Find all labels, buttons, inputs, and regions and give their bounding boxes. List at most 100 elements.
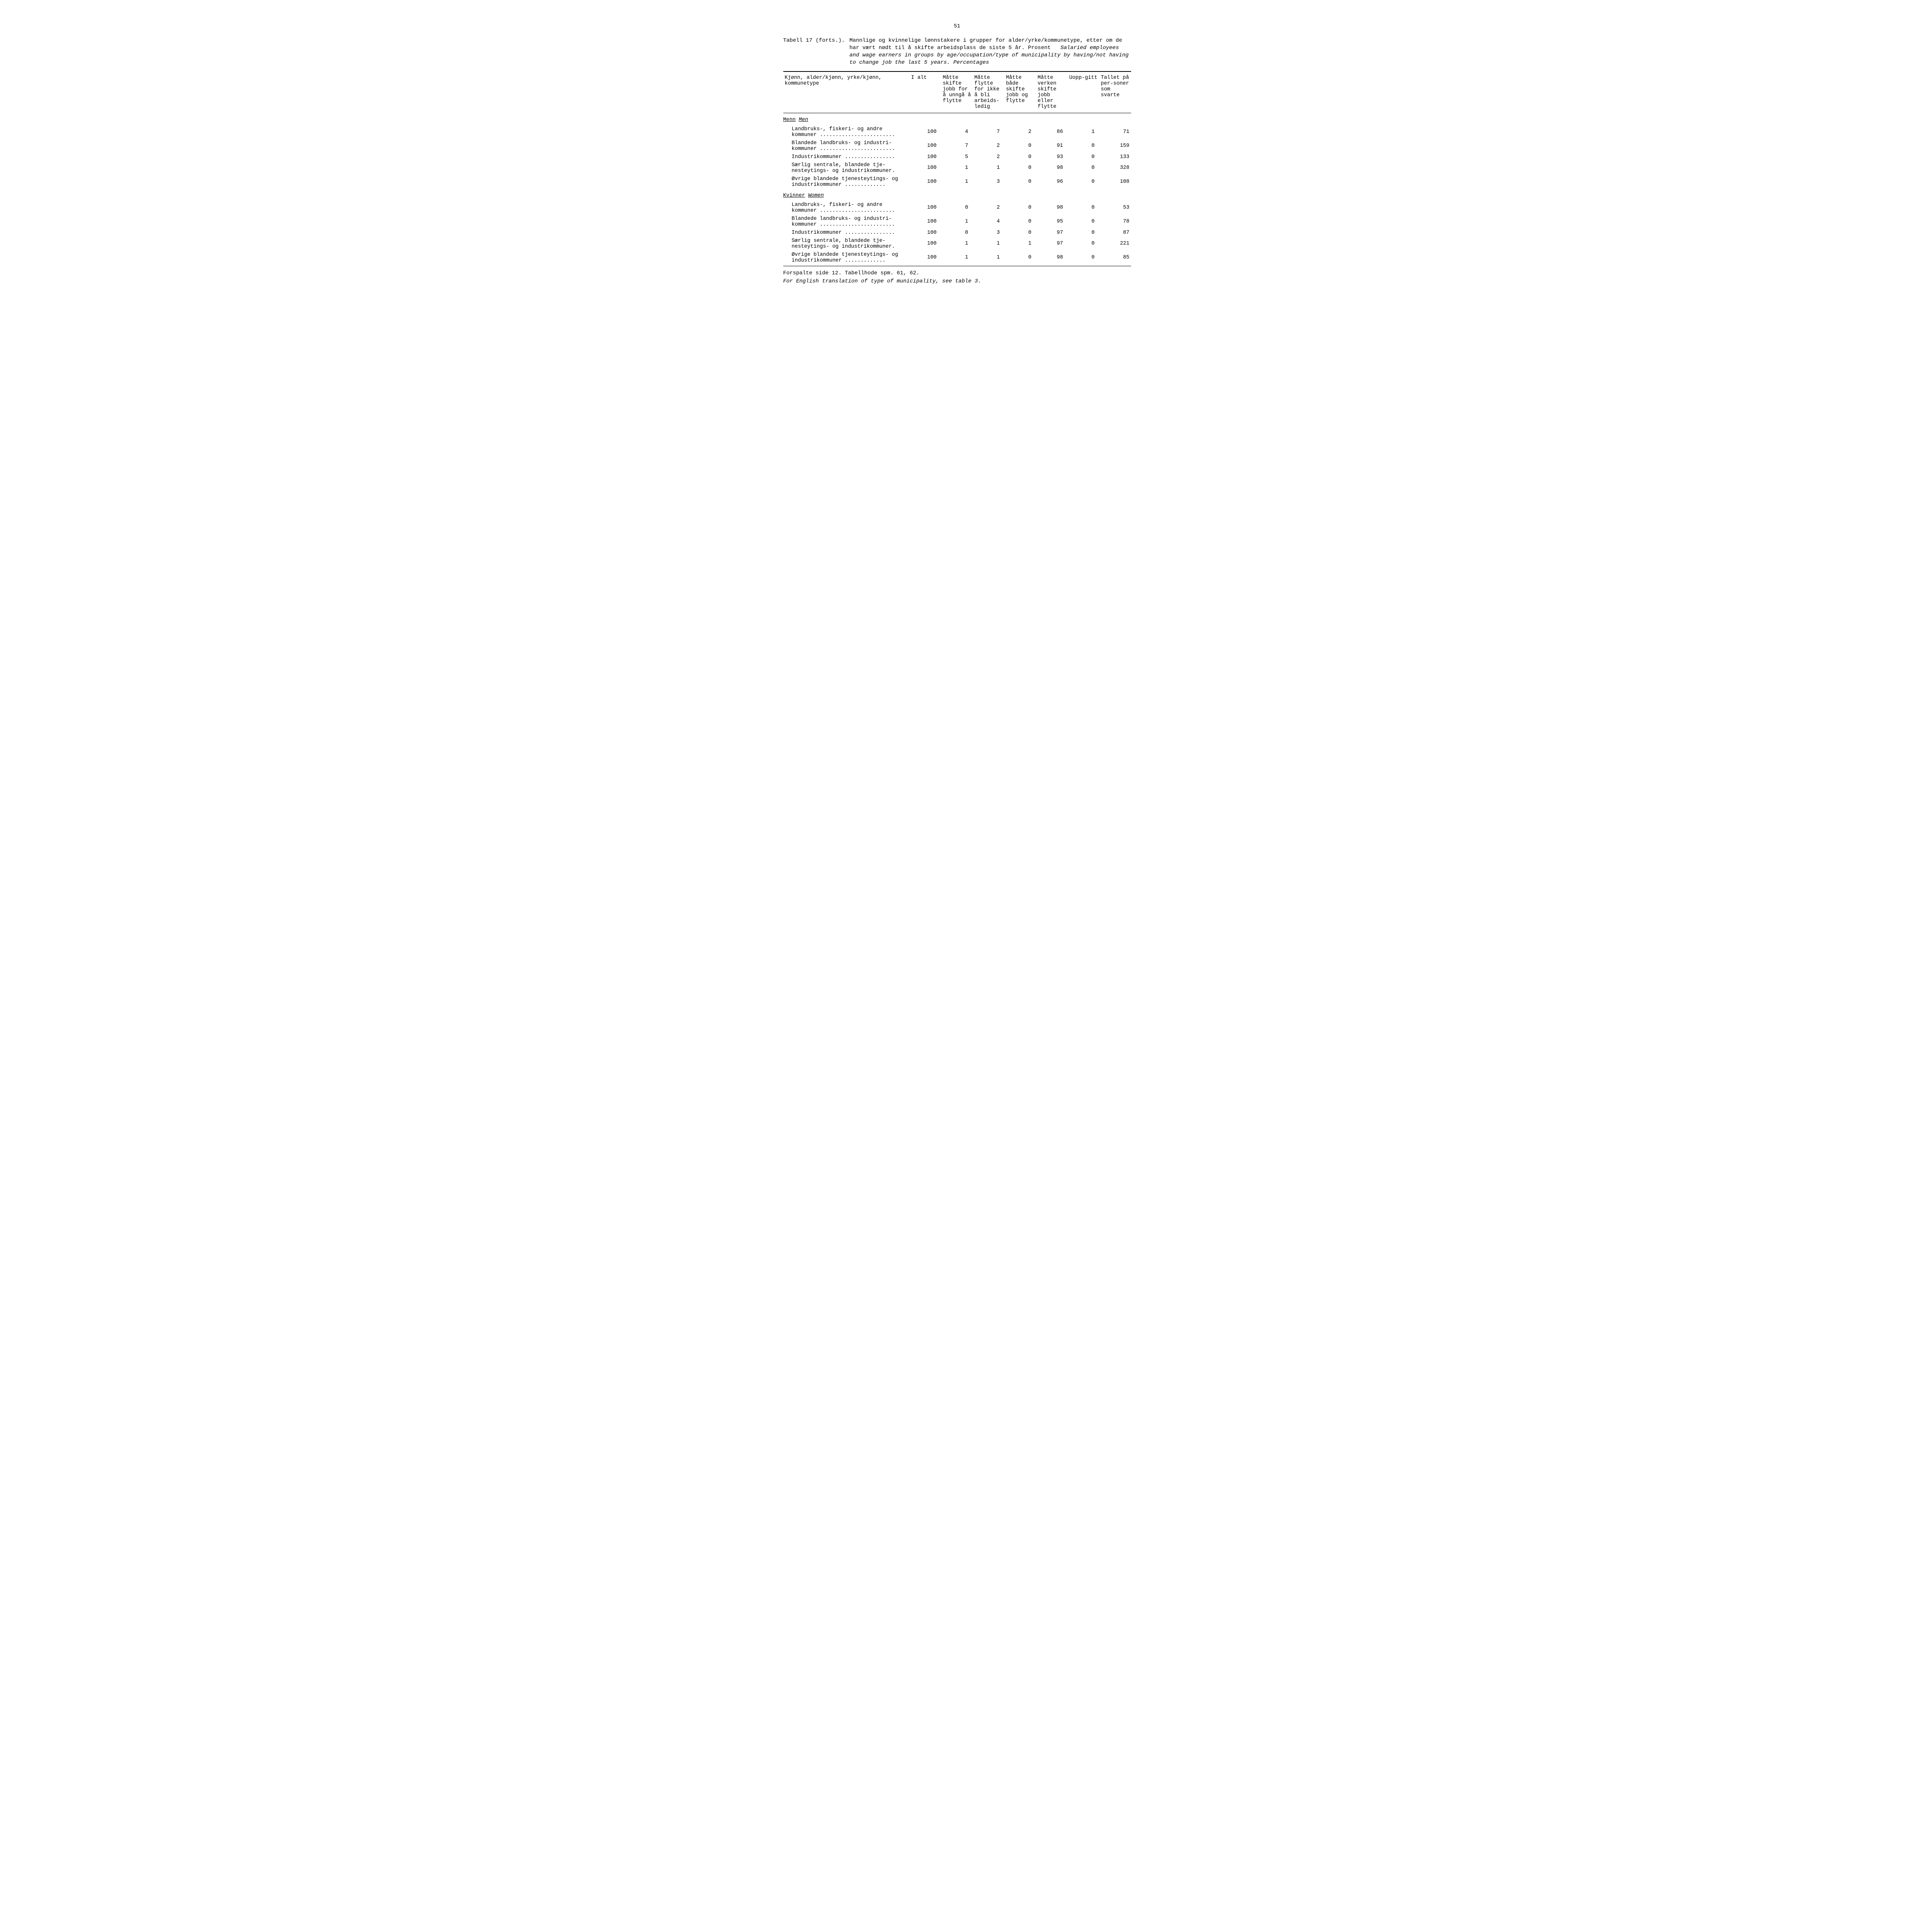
cell: 98 xyxy=(1036,251,1068,266)
table-row: Blandede landbruks- og industri-kommuner… xyxy=(783,215,1131,229)
row-label: Landbruks-, fiskeri- og andre kommuner .… xyxy=(783,201,910,215)
caption-label: Tabell 17 (forts.). xyxy=(783,37,850,66)
cell: 53 xyxy=(1099,201,1131,215)
cell: 2 xyxy=(973,201,1004,215)
cell: 85 xyxy=(1099,251,1131,266)
row-label: Industrikommuner ................ xyxy=(783,229,910,237)
cell: 100 xyxy=(910,237,941,251)
cell: 98 xyxy=(1036,161,1068,175)
cell: 0 xyxy=(1004,139,1036,153)
cell: 0 xyxy=(941,201,973,215)
cell: 100 xyxy=(910,175,941,189)
col-header: Måtte skifte jobb for å unngå å flytte xyxy=(941,71,973,113)
col-header: Uopp-gitt xyxy=(1068,71,1099,113)
col-header: Måtte verken skifte jobb eller flytte xyxy=(1036,71,1068,113)
cell: 7 xyxy=(973,125,1004,139)
cell: 4 xyxy=(941,125,973,139)
table-row: Blandede landbruks- og industri-kommuner… xyxy=(783,139,1131,153)
row-label: Landbruks-, fiskeri- og andre kommuner .… xyxy=(783,125,910,139)
cell: 0 xyxy=(1068,161,1099,175)
cell: 78 xyxy=(1099,215,1131,229)
cell: 0 xyxy=(1004,215,1036,229)
section-name-en: Women xyxy=(808,193,824,199)
cell: 159 xyxy=(1099,139,1131,153)
row-label: Øvrige blandede tjenesteytings- og indus… xyxy=(783,175,910,189)
cell: 133 xyxy=(1099,153,1131,161)
page-number: 51 xyxy=(783,23,1131,29)
cell: 2 xyxy=(973,139,1004,153)
cell: 0 xyxy=(1004,175,1036,189)
col-header: Måtte både skifte jobb og flytte xyxy=(1004,71,1036,113)
footnotes: Forspalte side 12. Tabellhode spm. 61, 6… xyxy=(783,269,1131,286)
cell: 1 xyxy=(941,161,973,175)
table-row: Øvrige blandede tjenesteytings- og indus… xyxy=(783,175,1131,189)
cell: 0 xyxy=(1004,161,1036,175)
table-row: Særlig sentrale, blandede tje-nesteyting… xyxy=(783,161,1131,175)
col-header: I alt xyxy=(910,71,941,113)
cell: 98 xyxy=(1036,201,1068,215)
cell: 2 xyxy=(1004,125,1036,139)
cell: 100 xyxy=(910,229,941,237)
cell: 0 xyxy=(1068,215,1099,229)
cell: 100 xyxy=(910,201,941,215)
cell: 0 xyxy=(1068,153,1099,161)
cell: 1 xyxy=(941,237,973,251)
col-header: Måtte flytte for ikke å bli arbeids-ledi… xyxy=(973,71,1004,113)
footnote-line: For English translation of type of munic… xyxy=(783,277,1131,286)
cell: 100 xyxy=(910,125,941,139)
cell: 0 xyxy=(1068,201,1099,215)
cell: 0 xyxy=(941,229,973,237)
cell: 108 xyxy=(1099,175,1131,189)
cell: 97 xyxy=(1036,229,1068,237)
cell: 1 xyxy=(1004,237,1036,251)
cell: 96 xyxy=(1036,175,1068,189)
cell: 1 xyxy=(1068,125,1099,139)
row-label: Særlig sentrale, blandede tje-nesteyting… xyxy=(783,237,910,251)
cell: 97 xyxy=(1036,237,1068,251)
cell: 0 xyxy=(1068,251,1099,266)
table-header-row: Kjønn, alder/kjønn, yrke/kjønn, kommunet… xyxy=(783,71,1131,113)
table-row: Særlig sentrale, blandede tje-nesteyting… xyxy=(783,237,1131,251)
col-header: Tallet på per-soner som svarte xyxy=(1099,71,1131,113)
cell: 100 xyxy=(910,251,941,266)
cell: 1 xyxy=(973,237,1004,251)
cell: 100 xyxy=(910,139,941,153)
cell: 87 xyxy=(1099,229,1131,237)
cell: 0 xyxy=(1004,153,1036,161)
table-row: Industrikommuner ................1005209… xyxy=(783,153,1131,161)
cell: 86 xyxy=(1036,125,1068,139)
table-row: Industrikommuner ................1000309… xyxy=(783,229,1131,237)
cell: 7 xyxy=(941,139,973,153)
data-table: Kjønn, alder/kjønn, yrke/kjønn, kommunet… xyxy=(783,71,1131,266)
cell: 1 xyxy=(973,161,1004,175)
cell: 93 xyxy=(1036,153,1068,161)
cell: 0 xyxy=(1004,229,1036,237)
table-row: Landbruks-, fiskeri- og andre kommuner .… xyxy=(783,201,1131,215)
cell: 1 xyxy=(941,251,973,266)
table-caption: Tabell 17 (forts.). Mannlige og kvinneli… xyxy=(783,37,1131,66)
row-label: Særlig sentrale, blandede tje-nesteyting… xyxy=(783,161,910,175)
section-row: Kvinner Women xyxy=(783,189,1131,201)
cell: 3 xyxy=(973,229,1004,237)
row-label: Industrikommuner ................ xyxy=(783,153,910,161)
table-row: Øvrige blandede tjenesteytings- og indus… xyxy=(783,251,1131,266)
table-row: Landbruks-, fiskeri- og andre kommuner .… xyxy=(783,125,1131,139)
cell: 0 xyxy=(1068,237,1099,251)
cell: 95 xyxy=(1036,215,1068,229)
cell: 0 xyxy=(1068,139,1099,153)
cell: 100 xyxy=(910,153,941,161)
cell: 328 xyxy=(1099,161,1131,175)
cell: 0 xyxy=(1004,251,1036,266)
row-label: Øvrige blandede tjenesteytings- og indus… xyxy=(783,251,910,266)
row-label: Blandede landbruks- og industri-kommuner… xyxy=(783,215,910,229)
cell: 1 xyxy=(941,215,973,229)
cell: 0 xyxy=(1068,175,1099,189)
cell: 5 xyxy=(941,153,973,161)
cell: 221 xyxy=(1099,237,1131,251)
cell: 0 xyxy=(1004,201,1036,215)
cell: 100 xyxy=(910,215,941,229)
col-header: Kjønn, alder/kjønn, yrke/kjønn, kommunet… xyxy=(783,71,910,113)
cell: 3 xyxy=(973,175,1004,189)
section-name-en: Men xyxy=(799,117,808,123)
row-label: Blandede landbruks- og industri-kommuner… xyxy=(783,139,910,153)
